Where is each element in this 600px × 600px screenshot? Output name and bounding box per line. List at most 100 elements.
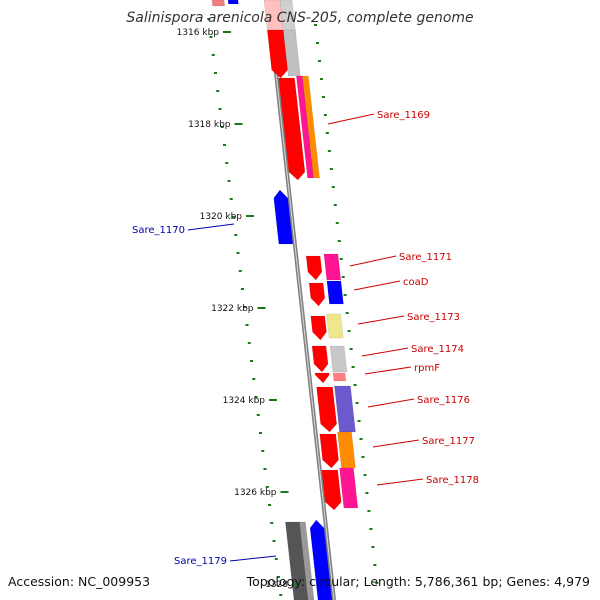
gc-dot <box>361 456 365 458</box>
cds-block-rpmf <box>332 372 347 382</box>
scale-tick-mark <box>223 31 231 33</box>
cds-forward <box>314 372 330 384</box>
scale-tick-label: 1316 kbp <box>177 28 220 38</box>
gene-label-sare-1179[interactable]: Sare_1179 <box>174 556 227 567</box>
map-title: Salinispora arenicola CNS-205, complete … <box>126 10 474 26</box>
gene-label-sare-1169[interactable]: Sare_1169 <box>377 110 430 121</box>
gc-dot <box>353 384 357 386</box>
cds-forward <box>310 315 327 341</box>
gene-label-sare-1171[interactable]: Sare_1171 <box>399 252 452 263</box>
gene-label-leader <box>353 280 401 291</box>
gene-label-sare-1177[interactable]: Sare_1177 <box>422 436 475 447</box>
feature-track <box>211 0 359 600</box>
gc-dot <box>323 114 327 116</box>
gc-dot <box>367 510 371 512</box>
gc-dot <box>375 582 379 584</box>
gene-label-leader <box>187 223 235 231</box>
cds-forward <box>308 282 326 307</box>
gc-dot <box>279 594 283 596</box>
gene-label-rpmf[interactable]: rpmF <box>414 363 440 374</box>
gc-dot <box>223 144 226 146</box>
gc-dot <box>238 270 242 272</box>
gc-dot <box>243 306 247 308</box>
gc-dot <box>349 348 353 350</box>
gene-label-leader <box>364 366 412 375</box>
scale-tick-label: 1324 kbp <box>223 396 266 406</box>
cds-block-sare-1174 <box>329 345 348 373</box>
cds-block <box>227 0 239 5</box>
gene-label-leader <box>357 315 405 325</box>
gene-label-leader <box>349 255 397 267</box>
gc-dot <box>355 402 359 404</box>
gc-dot <box>270 522 274 524</box>
gc-dot <box>265 486 269 488</box>
gc-dot <box>247 342 251 344</box>
gc-dot <box>335 222 339 224</box>
scale-tick-mark <box>292 583 300 585</box>
gc-dot <box>345 312 349 314</box>
gc-dot <box>343 294 347 296</box>
gc-dot <box>245 324 249 326</box>
gc-dot <box>333 204 337 206</box>
gc-dot <box>321 96 325 98</box>
gc-dot <box>256 414 260 416</box>
cds-forward <box>267 29 288 79</box>
cds-block <box>285 521 311 600</box>
gc-dot <box>337 240 341 242</box>
gc-dot <box>209 36 213 38</box>
gc-dot <box>211 54 215 56</box>
cds-block <box>302 75 320 179</box>
gc-dot <box>369 528 373 530</box>
gc-dot <box>216 90 220 92</box>
gene-label-sare-1173[interactable]: Sare_1173 <box>407 312 460 323</box>
gc-dot <box>207 18 211 20</box>
gene-label-leader <box>376 478 424 486</box>
gc-dot <box>329 168 333 170</box>
gc-dot <box>351 366 355 368</box>
gc-dot <box>317 60 321 62</box>
gene-label-sare-1178[interactable]: Sare_1178 <box>426 475 479 486</box>
cds-block-coad <box>326 280 344 305</box>
cds-block <box>211 0 225 7</box>
gc-dot <box>263 468 267 470</box>
gene-labels[interactable]: Sare_1169 Sare_1170 Sare_1171 coaD Sare_1173… <box>132 110 479 567</box>
scale-tick-label: 1328 <box>265 580 288 590</box>
gc-dot <box>250 360 253 362</box>
cds-forward <box>321 469 342 511</box>
gc-dot <box>232 216 235 218</box>
cds-forward-sare-1169 <box>278 77 306 181</box>
gene-label-sare-1174[interactable]: Sare_1174 <box>411 344 464 355</box>
scale-tick-mark <box>269 399 277 401</box>
cds-forward <box>319 433 339 469</box>
scale-tick-mark <box>234 123 243 125</box>
scale-tick-mark <box>246 215 254 217</box>
backbone-highlight <box>267 0 335 600</box>
gc-dot <box>373 564 377 566</box>
cds-reverse-sare-1179 <box>309 519 333 600</box>
cds-block-sare-1176 <box>334 385 356 433</box>
gc-dot <box>315 42 319 44</box>
accession-text: Accession: NC_009953 <box>8 574 151 589</box>
genome-summary-text: Topology: circular; Length: 5,786,361 bp… <box>246 574 590 589</box>
gene-label-sare-1170[interactable]: Sare_1170 <box>132 225 185 236</box>
gene-label-coad[interactable]: coaD <box>403 277 429 288</box>
gene-label-sare-1176[interactable]: Sare_1176 <box>417 395 470 406</box>
gc-dot <box>214 72 217 74</box>
gc-dot <box>229 198 233 200</box>
gc-dot <box>227 180 231 182</box>
gc-dot <box>357 420 361 422</box>
gc-dot <box>241 288 244 290</box>
gc-dot <box>359 438 363 440</box>
gene-label-leader <box>361 347 409 357</box>
gc-dot <box>225 162 229 164</box>
gene-label-leader <box>327 113 375 125</box>
genome-backbone <box>266 0 336 600</box>
gene-label-leader <box>367 398 415 408</box>
gc-dot <box>347 330 351 332</box>
cds-forward <box>311 345 329 373</box>
gc-dot <box>325 132 329 134</box>
gc-dot <box>220 126 224 128</box>
cds-forward <box>316 386 337 433</box>
gc-dot <box>341 276 345 278</box>
